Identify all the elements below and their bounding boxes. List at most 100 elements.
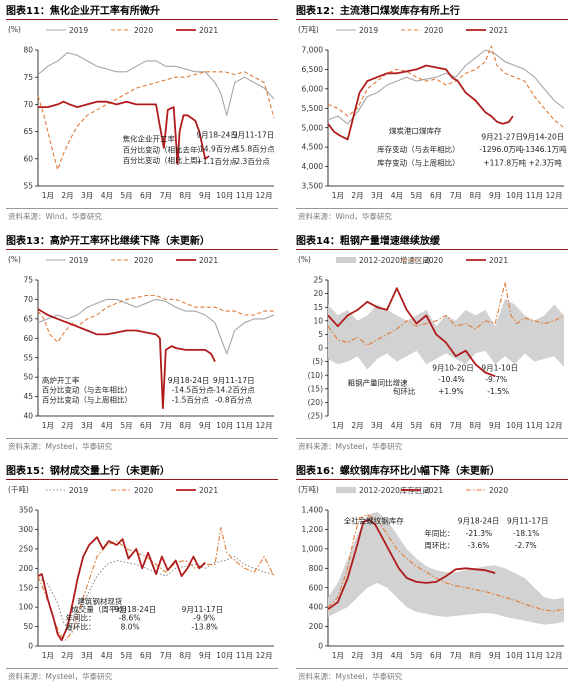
y-tick-label: 5 [318, 330, 323, 339]
x-tick-label: 9月 [489, 651, 501, 660]
source-rule [296, 668, 568, 669]
annotation: +2.3万吨 [529, 157, 563, 167]
y-tick-label: 6,500 [302, 65, 324, 74]
annotation: 周环比： [66, 622, 96, 632]
source-note: 资料来源：Mysteel，华泰研究 [8, 442, 113, 451]
y-tick-label: 4,000 [302, 162, 324, 171]
y-tick-label: 0 [318, 642, 323, 651]
annotation: 周环比： [424, 540, 454, 550]
x-tick-label: 6月 [140, 651, 152, 660]
series-line-2021 [327, 64, 514, 141]
annotation: 9月18-24日 [458, 517, 500, 526]
series-line-2021 [327, 518, 496, 610]
x-tick-label: 12月 [546, 421, 563, 430]
source-rule [6, 438, 278, 439]
chart-title: 图表12：主流港口煤炭库存有所上行 [296, 6, 460, 17]
legend-label: 2012-2020增速区间 [359, 255, 430, 265]
legend-label: 2021 [199, 26, 218, 35]
unit-label: (%) [8, 255, 21, 264]
title-rule [6, 19, 278, 20]
y-tick-label: 4,500 [302, 143, 324, 152]
annotation: 粗钢产量同比增速 [348, 378, 408, 388]
annotation: -21.3% [466, 529, 493, 538]
x-tick-label: 8月 [469, 191, 481, 200]
x-tick-label: 2月 [61, 651, 73, 660]
annotation: 高炉开工率 [42, 375, 80, 385]
title-rule [6, 479, 278, 480]
annotation: 建筑钢材现货 [77, 596, 122, 606]
source-note: 资料来源：Mysteel，华泰研究 [298, 672, 403, 681]
x-tick-label: 5月 [120, 651, 132, 660]
legend-label: 2019 [69, 486, 88, 495]
annotation: 成交量（周平均） [71, 604, 131, 614]
legend-label: 2021 [199, 486, 218, 495]
x-tick-label: 4月 [391, 191, 403, 200]
x-tick-label: 4月 [391, 421, 403, 430]
x-tick-label: 12月 [256, 191, 273, 200]
series-line-2021 [327, 287, 496, 378]
annotation: 9月11-17日 [182, 605, 224, 614]
x-tick-label: 2月 [351, 421, 363, 430]
title-rule [296, 249, 568, 250]
annotation: -15.8百分点 [233, 145, 275, 154]
legend-item: 2021 [176, 26, 218, 35]
annotation: 百分比变动（与去年相比） [42, 385, 132, 395]
annotation: -14.2百分点 [213, 386, 255, 395]
x-tick-label: 3月 [81, 651, 93, 660]
y-tick-label: (15) [308, 384, 323, 393]
legend-item: 2021 [466, 256, 508, 265]
x-tick-label: 7月 [160, 421, 172, 430]
annotation: 9月10-20日 [432, 364, 474, 373]
series-line-2020 [327, 514, 565, 612]
annotation: -2.7% [515, 541, 537, 550]
chart-panel-11: 图表11：焦化企业开工率有所微升 (%) 2019 2020 2021 55 60 65 70… [2, 0, 282, 228]
series-line-2020 [37, 71, 275, 171]
legend-item: 2020 [401, 256, 443, 265]
chart-title: 图表13：高炉开工率环比继续下降（未更新） [6, 236, 210, 247]
x-tick-label: 6月 [430, 421, 442, 430]
series-line-2020 [327, 45, 565, 129]
annotation: 9月11-17日 [233, 131, 275, 140]
chart-title: 图表16：螺纹钢库存环比小幅下降（未更新） [296, 466, 500, 477]
y-tick-label: 65 [23, 127, 33, 136]
series-line-2020 [327, 282, 565, 346]
legend-item: 2012-2020增速区间 [336, 255, 430, 265]
annotation: +1.1百分点 [196, 157, 237, 166]
annotation: -1296.0万吨 [479, 144, 523, 154]
x-tick-label: 8月 [179, 421, 191, 430]
x-tick-label: 1月 [332, 191, 344, 200]
annotation: 9月1-10日 [481, 364, 518, 373]
x-tick-label: 10月 [506, 191, 523, 200]
title-rule [296, 19, 568, 20]
x-tick-label: 7月 [160, 191, 172, 200]
annotation: +1.9% [438, 387, 463, 396]
unit-label: (千吨) [8, 484, 29, 494]
legend-item: 2021 [176, 256, 218, 265]
x-tick-label: 5月 [410, 651, 422, 660]
title-rule [6, 249, 278, 250]
y-tick-label: 0 [318, 344, 323, 353]
unit-label: (%) [8, 25, 21, 34]
legend-label: 2012-2020库存区间 [359, 485, 430, 495]
chart-panel-13: 图表13：高炉开工率环比继续下降（未更新） (%) 2019 2020 2021 40 4… [2, 230, 282, 458]
series-line-2020 [37, 526, 275, 641]
annotation: 库存变动（与去年相比） [377, 144, 460, 154]
legend-item: 2020 [466, 486, 508, 495]
unit-label: (万吨) [298, 24, 319, 34]
x-tick-label: 8月 [469, 421, 481, 430]
legend-item: 2019 [46, 256, 88, 265]
annotation: 百分比变动（与上周相比） [42, 394, 132, 404]
y-tick-label: 55 [23, 353, 33, 362]
legend-label: 2020 [134, 26, 153, 35]
x-tick-label: 12月 [256, 421, 273, 430]
range-band [328, 511, 564, 625]
legend-label: 2020 [424, 256, 443, 265]
annotation: -1.5百分点 [172, 395, 210, 404]
legend-item: 2020 [111, 256, 153, 265]
annotation: -1346.1万吨 [523, 144, 567, 154]
annotation: -14.5百分点 [172, 386, 214, 395]
x-tick-label: 9月 [489, 421, 501, 430]
x-tick-label: 6月 [140, 191, 152, 200]
legend-item: 2019 [336, 26, 378, 35]
